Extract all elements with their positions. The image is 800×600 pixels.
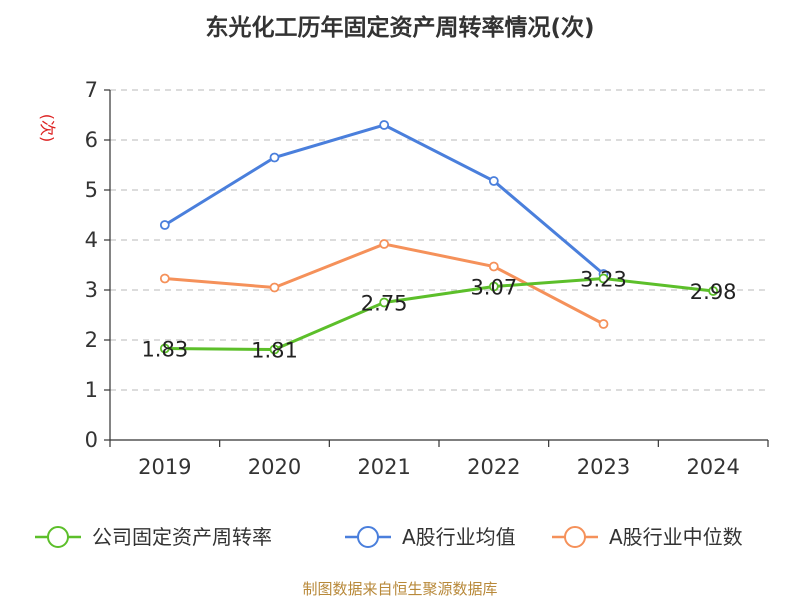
data-label: 3.07 <box>470 276 517 300</box>
y-tick-label: 6 <box>85 128 98 152</box>
legend-label: A股行业中位数 <box>609 525 743 549</box>
data-point-1-0 <box>159 220 170 230</box>
data-label: 1.83 <box>141 338 188 362</box>
y-tick-label: 2 <box>85 328 98 352</box>
data-label: 2.98 <box>690 280 737 304</box>
x-tick-label: 2021 <box>357 455 410 479</box>
data-point-0-1 <box>269 344 280 355</box>
data-point-2-4 <box>598 319 609 329</box>
data-label: 1.81 <box>251 339 298 363</box>
legend-label: A股行业均值 <box>402 525 516 549</box>
data-point-0-4 <box>598 273 609 284</box>
data-source-note: 制图数据来自恒生聚源数据库 <box>302 580 498 598</box>
y-tick-label: 4 <box>85 228 98 252</box>
y-tick-label: 0 <box>85 428 98 452</box>
x-tick-label: 2020 <box>248 455 301 479</box>
x-tick-label: 2019 <box>138 455 191 479</box>
y-tick-label: 1 <box>85 378 98 402</box>
legend-marker-0 <box>47 526 69 548</box>
grid-lines <box>110 89 768 391</box>
data-point-2-2 <box>379 239 390 249</box>
series-layer: 1.83 1.81 2.75 3.07 3.23 2.98 <box>141 120 737 363</box>
data-point-0-0 <box>159 343 170 354</box>
x-tick-label: 2023 <box>577 455 630 479</box>
data-point-1-3 <box>488 176 499 186</box>
y-axis-label: (次) <box>38 114 57 143</box>
data-point-2-0 <box>159 273 170 284</box>
data-point-0-5 <box>708 286 719 296</box>
y-tick-label: 5 <box>85 178 98 202</box>
series-line-1 <box>164 123 605 276</box>
axes: 0 1 2 3 4 5 6 7 2019 2020 2021 2022 2023 2024 <box>85 78 769 479</box>
series-line-0 <box>164 276 714 352</box>
x-tick-label: 2022 <box>467 455 520 479</box>
x-tick-label: 2024 <box>686 455 739 479</box>
chart-title: 东光化工历年固定资产周转率情况(次) <box>205 15 595 41</box>
legend: 公司固定资产周转率 A股行业均值 A股行业中位数 <box>35 525 743 549</box>
data-label: 2.75 <box>361 292 408 316</box>
legend-marker-1 <box>357 526 379 548</box>
data-point-2-3 <box>488 261 499 272</box>
data-point-0-3 <box>488 281 499 292</box>
data-point-1-1 <box>269 152 280 163</box>
y-tick-label: 3 <box>85 278 98 302</box>
data-point-0-2 <box>379 297 390 308</box>
data-point-2-1 <box>269 282 280 293</box>
data-label: 3.23 <box>580 268 627 292</box>
legend-label: 公司固定资产周转率 <box>92 525 272 549</box>
legend-marker-2 <box>564 526 586 548</box>
data-point-1-2 <box>379 120 390 130</box>
y-tick-label: 7 <box>85 78 98 102</box>
